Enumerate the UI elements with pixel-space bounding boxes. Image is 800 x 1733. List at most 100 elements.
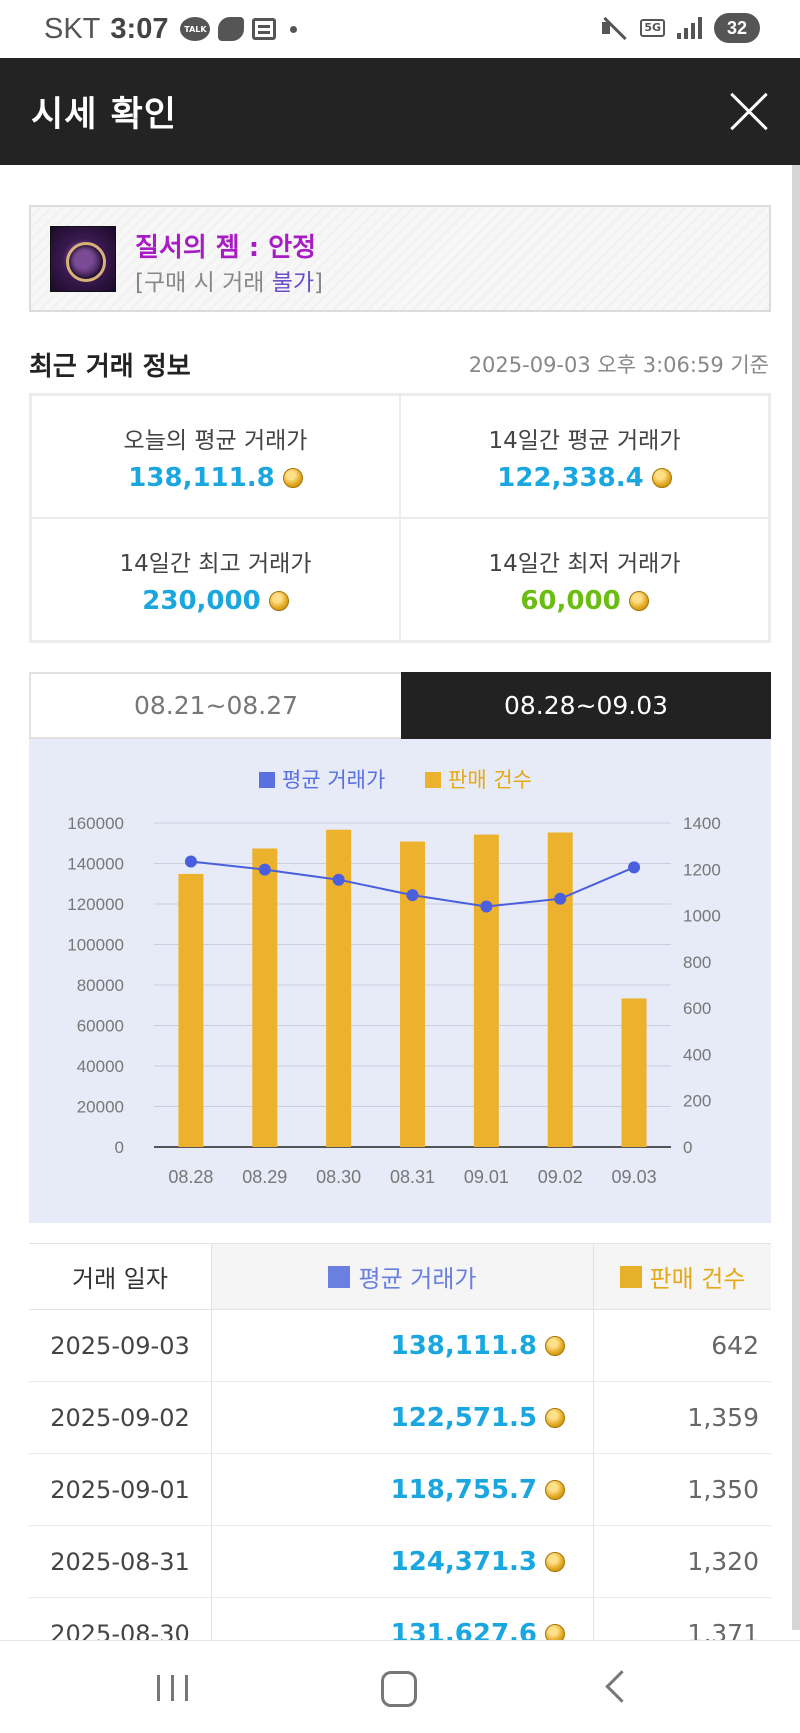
gold-coin-icon (545, 1551, 565, 1572)
price-legend-swatch (328, 1265, 351, 1288)
stat-label: 오늘의 평균 거래가 (123, 427, 308, 454)
tab-previous-week[interactable]: 08.21~08.27 (29, 672, 401, 739)
stat-label: 14일간 평균 거래가 (488, 427, 681, 454)
scrollbar[interactable] (792, 165, 800, 1630)
more-notifications-icon (290, 25, 298, 33)
row-price-value: 124,371.3 (390, 1546, 537, 1577)
system-navbar (0, 1640, 800, 1733)
stat-14day-average: 14일간 평균 거래가 122,338.4 (400, 395, 769, 518)
y-left-tick-label: 120000 (67, 895, 124, 914)
row-average-price: 124,371.3 (211, 1526, 594, 1597)
status-bar: SKT 3:07 TALK 5G 32 (0, 0, 800, 58)
row-date: 2025-09-02 (50, 1403, 190, 1432)
row-average-price: 122,571.5 (211, 1382, 594, 1453)
row-sales-count: 1,359 (687, 1403, 759, 1432)
row-date: 2025-09-03 (50, 1331, 190, 1360)
stat-label: 14일간 최고 거래가 (119, 550, 312, 577)
y-left-tick-label: 160000 (67, 814, 124, 833)
row-sales-count: 1,350 (687, 1475, 759, 1504)
gold-coin-icon (268, 590, 289, 611)
header-date: 거래 일자 (29, 1244, 211, 1309)
gold-coin-icon (545, 1407, 565, 1428)
trade-restriction-note: [구매 시 거래 불가] (135, 263, 323, 297)
back-icon[interactable] (590, 1663, 650, 1711)
mute-icon (600, 15, 628, 41)
carrier-label: SKT (44, 12, 101, 45)
item-thumbnail (50, 226, 116, 292)
y-left-tick-label: 40000 (77, 1057, 124, 1076)
point-average-price (332, 873, 345, 886)
gold-coin-icon (545, 1335, 565, 1356)
gold-coin-icon (628, 590, 649, 611)
chart-svg: 0 20000 40000 60000 80000 100000 120000 140000 1… (67, 768, 721, 1187)
signal-icon (677, 17, 702, 39)
row-date: 2025-09-01 (50, 1475, 190, 1504)
y-right-tick-label: 600 (683, 999, 711, 1018)
row-sales-count: 642 (711, 1331, 759, 1360)
stat-14day-highest: 14일간 최고 거래가 230,000 (31, 518, 400, 641)
point-average-price (480, 900, 493, 913)
y-right-tick-label: 0 (683, 1138, 692, 1157)
history-table: 거래 일자 평균 거래가 판매 건수 2025-09-03 138,111.8 64… (29, 1243, 771, 1670)
table-header: 거래 일자 평균 거래가 판매 건수 (29, 1243, 771, 1310)
network-icon: 5G (640, 19, 665, 37)
header-average-price: 평균 거래가 (211, 1244, 594, 1309)
close-icon[interactable] (728, 91, 770, 133)
note-suffix: ] (314, 270, 324, 296)
table-row: 2025-09-01 118,755.7 1,350 (29, 1454, 771, 1526)
y-left-tick-label: 140000 (67, 855, 124, 874)
home-icon[interactable] (367, 1663, 427, 1711)
x-tick-label: 08.28 (168, 1167, 213, 1187)
gold-coin-icon (282, 467, 303, 488)
x-tick-label: 08.30 (316, 1167, 361, 1187)
point-average-price (184, 855, 197, 868)
y-right-tick-label: 800 (683, 953, 711, 972)
row-price-value: 118,755.7 (390, 1474, 537, 1505)
clock: 3:07 (110, 12, 169, 45)
y-right-tick-label: 1400 (683, 814, 721, 833)
y-left-tick-label: 80000 (77, 976, 124, 995)
period-tabs: 08.21~08.27 08.28~09.03 (29, 672, 771, 739)
y-left-tick-label: 20000 (77, 1098, 124, 1117)
y-left-tick-label: 0 (115, 1138, 124, 1157)
stat-value: 60,000 (520, 585, 621, 616)
header-sales-count: 판매 건수 (594, 1244, 771, 1309)
item-card: 질서의 젬 : 안정 [구매 시 거래 불가] (29, 205, 771, 312)
stat-value: 138,111.8 (128, 462, 275, 493)
battery-icon: 32 (714, 13, 760, 43)
x-tick-label: 08.31 (390, 1167, 435, 1187)
note-prefix: [구매 시 거래 (135, 270, 272, 296)
gold-coin-icon (651, 467, 672, 488)
bar-sales-count (178, 873, 204, 1147)
y-right-tick-label: 200 (683, 1092, 711, 1111)
bar-sales-count (547, 832, 573, 1147)
row-date: 2025-08-31 (50, 1547, 190, 1576)
y-right-tick-label: 1000 (683, 907, 721, 926)
row-sales-count: 1,320 (687, 1547, 759, 1576)
row-price-value: 122,571.5 (390, 1402, 537, 1433)
y-right-tick-label: 1200 (683, 860, 721, 879)
row-average-price: 138,111.8 (211, 1310, 594, 1381)
page-title: 시세 확인 (31, 95, 177, 135)
x-tick-label: 08.29 (242, 1167, 287, 1187)
header-price-label: 평균 거래가 (358, 1265, 477, 1293)
modal-header: 시세 확인 (0, 58, 800, 165)
stat-today-average: 오늘의 평균 거래가 138,111.8 (31, 395, 400, 518)
legend-label-price: 평균 거래가 (282, 768, 385, 792)
y-right-tick-label: 400 (683, 1045, 711, 1064)
reference-timestamp: 2025-09-03 오후 3:06:59 기준 (468, 353, 769, 377)
gold-coin-icon (545, 1479, 565, 1500)
legend-swatch-price (259, 772, 275, 788)
legend-label-count: 판매 건수 (448, 768, 532, 792)
point-average-price (258, 863, 271, 876)
item-name: 질서의 젬 : 안정 (135, 233, 317, 263)
point-average-price (554, 892, 567, 905)
stat-value: 122,338.4 (497, 462, 644, 493)
table-row: 2025-08-31 124,371.3 1,320 (29, 1526, 771, 1598)
recent-apps-icon[interactable] (143, 1663, 203, 1711)
tab-current-week[interactable]: 08.28~09.03 (401, 672, 771, 739)
note-emphasis: 불가 (271, 270, 315, 296)
stats-grid: 오늘의 평균 거래가 138,111.8 14일간 평균 거래가 122,338… (29, 393, 771, 643)
legend-swatch-count (425, 772, 441, 788)
bar-sales-count (400, 841, 425, 1147)
